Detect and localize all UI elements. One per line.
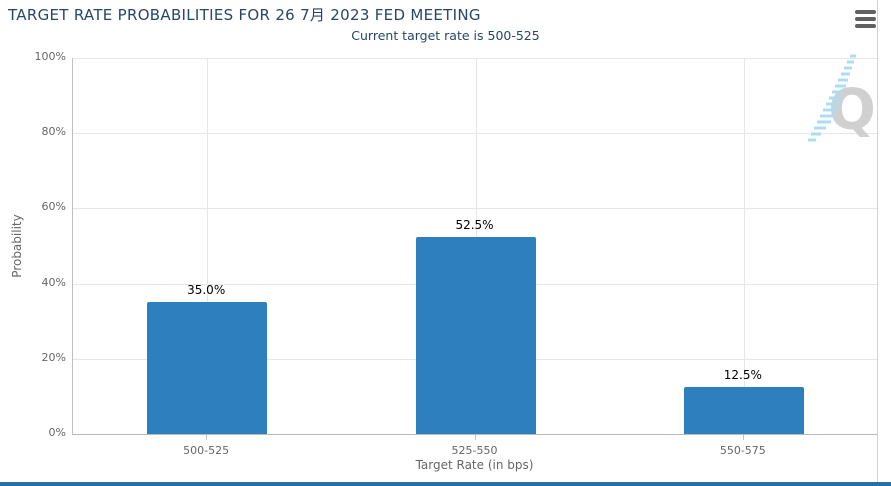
hamburger-bar bbox=[855, 17, 876, 21]
y-tick-label: 80% bbox=[41, 125, 66, 139]
x-axis-title: Target Rate (in bps) bbox=[415, 458, 534, 472]
x-tick-label: 500-525 bbox=[183, 444, 230, 457]
hamburger-menu-icon[interactable] bbox=[855, 10, 876, 28]
plot-area bbox=[72, 58, 878, 435]
chart-title: TARGET RATE PROBABILITIES FOR 26 7月 2023… bbox=[8, 6, 481, 24]
chart-subtitle: Current target rate is 500-525 bbox=[351, 28, 540, 43]
hamburger-bar bbox=[855, 24, 876, 28]
bar-value-label: 52.5% bbox=[455, 217, 494, 232]
page-right-border bbox=[877, 0, 878, 486]
x-axis-tick bbox=[474, 435, 476, 440]
hamburger-bar bbox=[855, 10, 876, 14]
y-axis-title: Probability bbox=[10, 214, 24, 278]
bar-500-525[interactable] bbox=[147, 302, 268, 434]
y-tick-label: 100% bbox=[34, 50, 66, 63]
x-tick-label: 525-550 bbox=[451, 444, 498, 457]
x-axis-tick bbox=[206, 435, 208, 440]
y-tick-label: 60% bbox=[41, 200, 66, 214]
x-axis-tick bbox=[742, 435, 744, 440]
bar-value-label: 35.0% bbox=[187, 283, 226, 298]
x-gridline bbox=[207, 58, 209, 434]
y-tick-label: 40% bbox=[41, 275, 66, 289]
x-tick-label: 550-575 bbox=[719, 444, 766, 457]
watermark-q-logo: Q bbox=[808, 54, 876, 143]
bottom-accent-strip bbox=[0, 482, 891, 486]
watermark-swoosh-dashes bbox=[808, 54, 856, 142]
y-tick-label: 0% bbox=[48, 426, 66, 439]
bar-525-550[interactable] bbox=[415, 236, 536, 434]
y-tick-label: 20% bbox=[41, 350, 66, 364]
bar-550-575[interactable] bbox=[683, 387, 804, 434]
x-gridline bbox=[743, 58, 745, 434]
bar-value-label: 12.5% bbox=[723, 368, 762, 382]
